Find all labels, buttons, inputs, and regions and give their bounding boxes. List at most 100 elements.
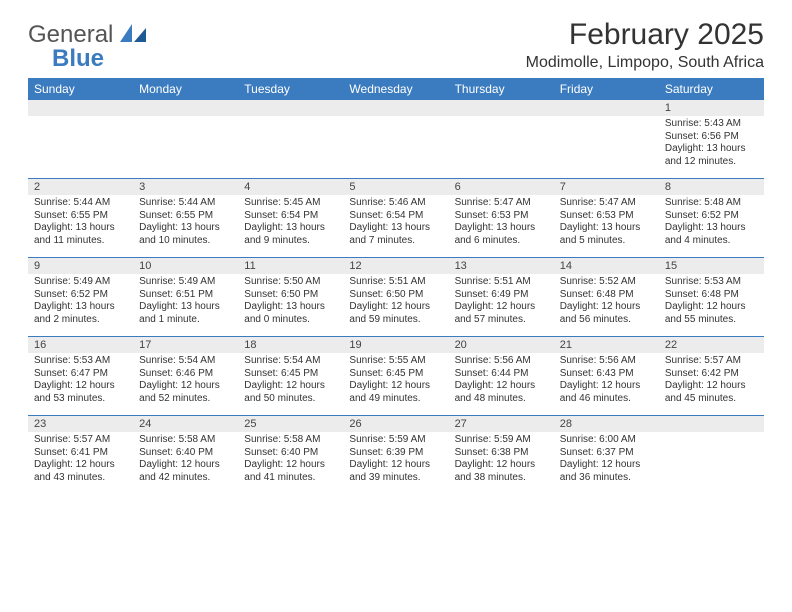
day-number: 11: [238, 258, 343, 274]
daylight-line: Daylight: 13 hours and 6 minutes.: [455, 222, 548, 247]
day-number: 10: [133, 258, 238, 274]
sunset-line: Sunset: 6:54 PM: [349, 210, 442, 223]
day-number: 28: [554, 416, 659, 432]
day-number: 23: [28, 416, 133, 432]
logo-text-block: General Blue: [28, 22, 146, 71]
cell-body: Sunrise: 5:57 AMSunset: 6:42 PMDaylight:…: [659, 353, 764, 409]
sunset-line: Sunset: 6:51 PM: [139, 289, 232, 302]
logo-word-1: General: [28, 21, 113, 48]
day-number: 17: [133, 337, 238, 353]
calendar-cell: 14Sunrise: 5:52 AMSunset: 6:48 PMDayligh…: [554, 258, 659, 336]
day-number: 15: [659, 258, 764, 274]
sunrise-line: Sunrise: 5:46 AM: [349, 197, 442, 210]
title-block: February 2025 Modimolle, Limpopo, South …: [526, 18, 764, 72]
day-number: [659, 416, 764, 432]
calendar-cell: 27Sunrise: 5:59 AMSunset: 6:38 PMDayligh…: [449, 416, 554, 494]
sunset-line: Sunset: 6:52 PM: [34, 289, 127, 302]
day-header: Friday: [554, 78, 659, 100]
calendar-cell: 1Sunrise: 5:43 AMSunset: 6:56 PMDaylight…: [659, 100, 764, 178]
day-number: 21: [554, 337, 659, 353]
day-number: 3: [133, 179, 238, 195]
calendar-cell: 17Sunrise: 5:54 AMSunset: 6:46 PMDayligh…: [133, 337, 238, 415]
sunrise-line: Sunrise: 5:57 AM: [34, 434, 127, 447]
month-title: February 2025: [526, 18, 764, 52]
cell-body: [238, 116, 343, 122]
cell-body: Sunrise: 5:50 AMSunset: 6:50 PMDaylight:…: [238, 274, 343, 330]
day-number: 9: [28, 258, 133, 274]
day-number: 1: [659, 100, 764, 116]
daylight-line: Daylight: 12 hours and 38 minutes.: [455, 459, 548, 484]
daylight-line: Daylight: 12 hours and 41 minutes.: [244, 459, 337, 484]
calendar-cell: [554, 100, 659, 178]
sunrise-line: Sunrise: 6:00 AM: [560, 434, 653, 447]
sunset-line: Sunset: 6:49 PM: [455, 289, 548, 302]
calendar-cell: 4Sunrise: 5:45 AMSunset: 6:54 PMDaylight…: [238, 179, 343, 257]
sunset-line: Sunset: 6:47 PM: [34, 368, 127, 381]
sunrise-line: Sunrise: 5:49 AM: [34, 276, 127, 289]
cell-body: [343, 116, 448, 122]
sunset-line: Sunset: 6:44 PM: [455, 368, 548, 381]
calendar-cell: 26Sunrise: 5:59 AMSunset: 6:39 PMDayligh…: [343, 416, 448, 494]
calendar-cell: 7Sunrise: 5:47 AMSunset: 6:53 PMDaylight…: [554, 179, 659, 257]
day-number: 25: [238, 416, 343, 432]
sunrise-line: Sunrise: 5:44 AM: [139, 197, 232, 210]
daylight-line: Daylight: 12 hours and 57 minutes.: [455, 301, 548, 326]
calendar-cell: 2Sunrise: 5:44 AMSunset: 6:55 PMDaylight…: [28, 179, 133, 257]
daylight-line: Daylight: 13 hours and 5 minutes.: [560, 222, 653, 247]
sunrise-line: Sunrise: 5:52 AM: [560, 276, 653, 289]
sunset-line: Sunset: 6:40 PM: [139, 447, 232, 460]
sunset-line: Sunset: 6:46 PM: [139, 368, 232, 381]
cell-body: [554, 116, 659, 122]
day-number: 24: [133, 416, 238, 432]
sunrise-line: Sunrise: 5:59 AM: [455, 434, 548, 447]
cell-body: [133, 116, 238, 122]
sunrise-line: Sunrise: 5:51 AM: [455, 276, 548, 289]
calendar-cell: 11Sunrise: 5:50 AMSunset: 6:50 PMDayligh…: [238, 258, 343, 336]
calendar-cell: 28Sunrise: 6:00 AMSunset: 6:37 PMDayligh…: [554, 416, 659, 494]
day-number: 26: [343, 416, 448, 432]
cell-body: Sunrise: 5:58 AMSunset: 6:40 PMDaylight:…: [133, 432, 238, 488]
cell-body: Sunrise: 5:49 AMSunset: 6:52 PMDaylight:…: [28, 274, 133, 330]
day-number: 13: [449, 258, 554, 274]
sunrise-line: Sunrise: 5:56 AM: [560, 355, 653, 368]
sunrise-line: Sunrise: 5:55 AM: [349, 355, 442, 368]
day-number: [133, 100, 238, 116]
cell-body: Sunrise: 5:56 AMSunset: 6:43 PMDaylight:…: [554, 353, 659, 409]
sunrise-line: Sunrise: 5:56 AM: [455, 355, 548, 368]
cell-body: Sunrise: 5:47 AMSunset: 6:53 PMDaylight:…: [554, 195, 659, 251]
sunrise-line: Sunrise: 5:58 AM: [139, 434, 232, 447]
logo: General Blue: [28, 22, 146, 71]
sunset-line: Sunset: 6:39 PM: [349, 447, 442, 460]
day-number: [238, 100, 343, 116]
sunset-line: Sunset: 6:45 PM: [349, 368, 442, 381]
sunset-line: Sunset: 6:50 PM: [244, 289, 337, 302]
calendar-cell: 22Sunrise: 5:57 AMSunset: 6:42 PMDayligh…: [659, 337, 764, 415]
day-header-row: SundayMondayTuesdayWednesdayThursdayFrid…: [28, 78, 764, 100]
location-subtitle: Modimolle, Limpopo, South Africa: [526, 54, 764, 72]
day-number: [449, 100, 554, 116]
calendar-cell: 15Sunrise: 5:53 AMSunset: 6:48 PMDayligh…: [659, 258, 764, 336]
day-header: Tuesday: [238, 78, 343, 100]
calendar-cell: [28, 100, 133, 178]
sunset-line: Sunset: 6:50 PM: [349, 289, 442, 302]
calendar-cell: 16Sunrise: 5:53 AMSunset: 6:47 PMDayligh…: [28, 337, 133, 415]
daylight-line: Daylight: 12 hours and 48 minutes.: [455, 380, 548, 405]
sunset-line: Sunset: 6:48 PM: [665, 289, 758, 302]
daylight-line: Daylight: 12 hours and 56 minutes.: [560, 301, 653, 326]
sunset-line: Sunset: 6:55 PM: [34, 210, 127, 223]
calendar-cell: 24Sunrise: 5:58 AMSunset: 6:40 PMDayligh…: [133, 416, 238, 494]
calendar-cell: [449, 100, 554, 178]
sunset-line: Sunset: 6:41 PM: [34, 447, 127, 460]
weeks-container: 1Sunrise: 5:43 AMSunset: 6:56 PMDaylight…: [28, 100, 764, 494]
daylight-line: Daylight: 13 hours and 4 minutes.: [665, 222, 758, 247]
cell-body: Sunrise: 5:43 AMSunset: 6:56 PMDaylight:…: [659, 116, 764, 172]
cell-body: Sunrise: 5:54 AMSunset: 6:46 PMDaylight:…: [133, 353, 238, 409]
cell-body: Sunrise: 5:58 AMSunset: 6:40 PMDaylight:…: [238, 432, 343, 488]
day-number: 5: [343, 179, 448, 195]
sunrise-line: Sunrise: 5:47 AM: [560, 197, 653, 210]
day-number: 22: [659, 337, 764, 353]
calendar-cell: [343, 100, 448, 178]
sunrise-line: Sunrise: 5:59 AM: [349, 434, 442, 447]
calendar-cell: 9Sunrise: 5:49 AMSunset: 6:52 PMDaylight…: [28, 258, 133, 336]
daylight-line: Daylight: 13 hours and 7 minutes.: [349, 222, 442, 247]
